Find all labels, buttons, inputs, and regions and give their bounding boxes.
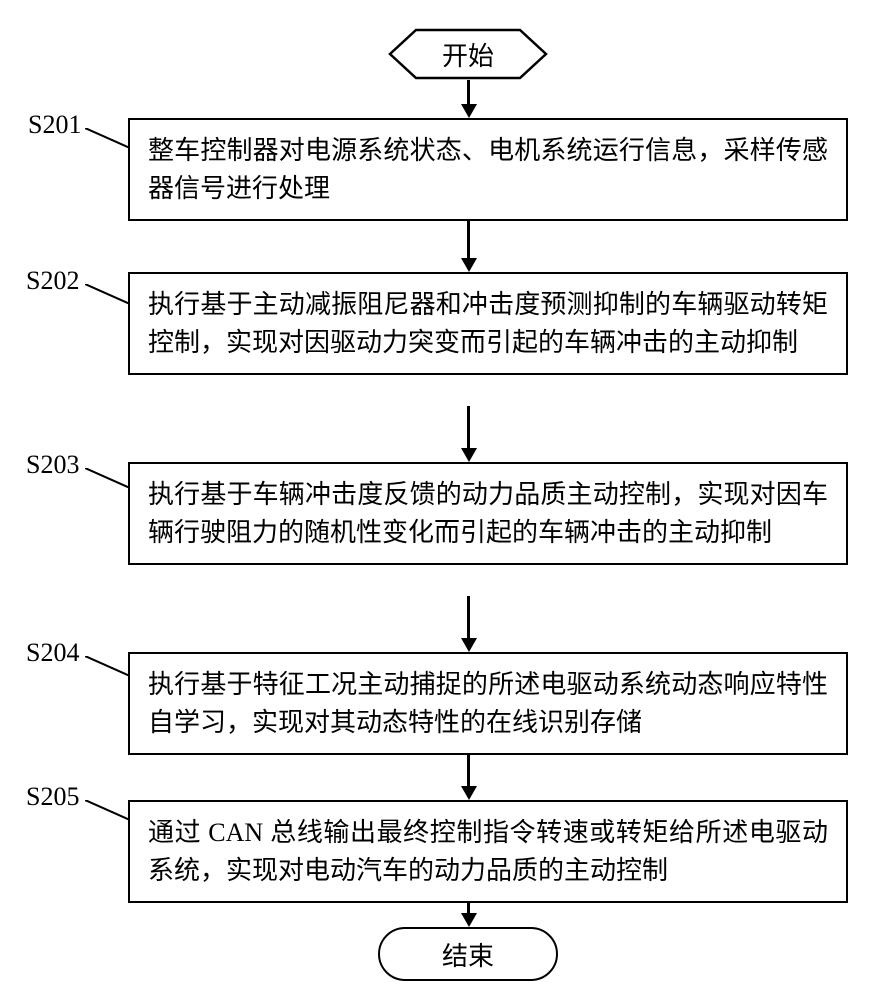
flowchart-container: 开始 S201 整车控制器对电源系统状态、电机系统运行信息，采样传感器信号进行处… bbox=[0, 0, 887, 1000]
start-label: 开始 bbox=[442, 36, 494, 73]
arrow-head-6 bbox=[461, 913, 477, 927]
process-text-s203: 执行基于车辆冲击度反馈的动力品质主动控制，实现对因车辆行驶阻力的随机性变化而引起… bbox=[148, 480, 828, 547]
arrow-head-4 bbox=[461, 638, 477, 652]
terminator-start: 开始 bbox=[388, 28, 548, 80]
end-label: 结束 bbox=[442, 936, 494, 973]
arrow-3 bbox=[467, 406, 470, 448]
terminator-end: 结束 bbox=[378, 927, 558, 981]
step-label-s202: S202 bbox=[26, 266, 79, 296]
process-text-s205: 通过 CAN 总线输出最终控制指令转速或转矩给所述电驱动系统，实现对电动汽车的动… bbox=[148, 818, 828, 885]
process-text-s202: 执行基于主动减振阻尼器和冲击度预测抑制的车辆驱动转矩控制，实现对因驱动力突变而引… bbox=[148, 290, 828, 357]
step-label-s203: S203 bbox=[26, 450, 79, 480]
arrow-1 bbox=[467, 80, 470, 104]
process-box-s203: 执行基于车辆冲击度反馈的动力品质主动控制，实现对因车辆行驶阻力的随机性变化而引起… bbox=[128, 462, 848, 565]
process-box-s202: 执行基于主动减振阻尼器和冲击度预测抑制的车辆驱动转矩控制，实现对因驱动力突变而引… bbox=[128, 272, 848, 375]
step-label-s201: S201 bbox=[28, 110, 81, 140]
process-text-s204: 执行基于特征工况主动捕捉的所述电驱动系统动态响应特性自学习，实现对其动态特性的在… bbox=[148, 670, 828, 737]
process-text-s201: 整车控制器对电源系统状态、电机系统运行信息，采样传感器信号进行处理 bbox=[148, 136, 828, 203]
process-box-s201: 整车控制器对电源系统状态、电机系统运行信息，采样传感器信号进行处理 bbox=[128, 118, 848, 221]
step-label-s205: S205 bbox=[26, 782, 79, 812]
arrow-head-1 bbox=[461, 104, 477, 118]
step-label-s204: S204 bbox=[26, 638, 79, 668]
arrow-head-5 bbox=[461, 786, 477, 800]
arrow-head-3 bbox=[461, 448, 477, 462]
process-box-s204: 执行基于特征工况主动捕捉的所述电驱动系统动态响应特性自学习，实现对其动态特性的在… bbox=[128, 652, 848, 755]
arrow-head-2 bbox=[461, 258, 477, 272]
arrow-4 bbox=[467, 596, 470, 638]
process-box-s205: 通过 CAN 总线输出最终控制指令转速或转矩给所述电驱动系统，实现对电动汽车的动… bbox=[128, 800, 848, 903]
